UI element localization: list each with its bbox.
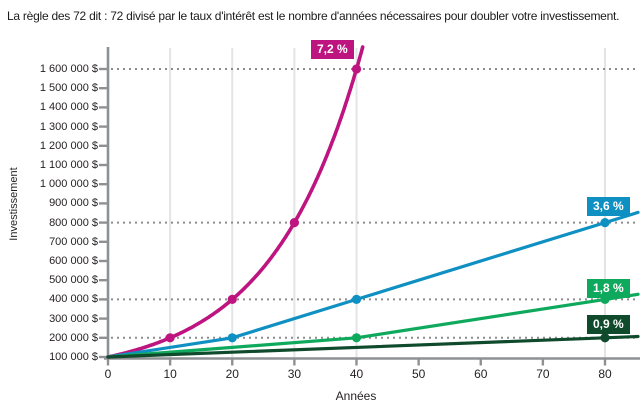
y-tick-label: 900 000 $ <box>49 197 98 210</box>
y-tick-label: 100 000 $ <box>49 351 98 363</box>
y-tick-label: 700 000 $ <box>49 235 98 248</box>
rate-badge-0-9-percent: 0,9 % <box>587 315 630 334</box>
y-tick-label: 600 000 $ <box>49 255 98 267</box>
series-line-0.9 <box>106 334 640 359</box>
data-point-7.2-year-20 <box>227 294 237 304</box>
x-tick-label: 80 <box>598 367 612 381</box>
x-tick-label: 50 <box>411 367 426 381</box>
x-tick-label: 70 <box>536 367 550 381</box>
y-tick-label: 1 500 000 $ <box>39 82 98 95</box>
rate-badge-1-8-percent: 1,8 % <box>587 279 630 298</box>
rate-badge-7-2-percent: 7,2 % <box>311 40 354 59</box>
x-tick-label: 30 <box>287 367 302 381</box>
y-tick-label: 300 000 $ <box>49 312 98 325</box>
x-tick-label: 60 <box>474 367 488 381</box>
y-tick-label: 1 400 000 $ <box>39 101 98 114</box>
data-point-3.6-year-20 <box>227 333 237 343</box>
data-point-7.2-year-10 <box>165 333 175 343</box>
chart-caption: La règle des 72 dit : 72 divisé par le t… <box>7 9 620 23</box>
y-tick-label: 1 100 000 $ <box>39 159 98 171</box>
y-tick-label: 500 000 $ <box>49 274 98 287</box>
y-tick-label: 400 000 $ <box>49 293 98 306</box>
y-tick-label: 1 300 000 $ <box>39 120 98 133</box>
y-tick-label: 800 000 $ <box>49 216 98 229</box>
data-point-3.6-year-80 <box>600 218 610 228</box>
y-tick-label: 1 600 000 $ <box>39 63 98 75</box>
y-tick-label: 200 000 $ <box>49 331 98 344</box>
data-point-3.6-year-40 <box>351 294 362 304</box>
x-axis-title: Années <box>335 389 377 403</box>
data-point-0.9-year-80 <box>600 333 610 343</box>
y-tick-label: 1 200 000 $ <box>39 139 98 152</box>
data-point-7.2-year-30 <box>289 218 299 228</box>
y-tick-label: 1 000 000 $ <box>39 178 98 191</box>
x-tick-label: 20 <box>225 367 239 381</box>
data-point-1.8-year-40 <box>351 333 362 343</box>
x-tick-label: 0 <box>104 367 112 381</box>
x-tick-label: 10 <box>163 367 177 381</box>
data-point-7.2-year-40 <box>351 64 362 74</box>
rate-badge-3-6-percent: 3,6 % <box>587 197 630 216</box>
x-tick-label: 40 <box>349 367 364 381</box>
